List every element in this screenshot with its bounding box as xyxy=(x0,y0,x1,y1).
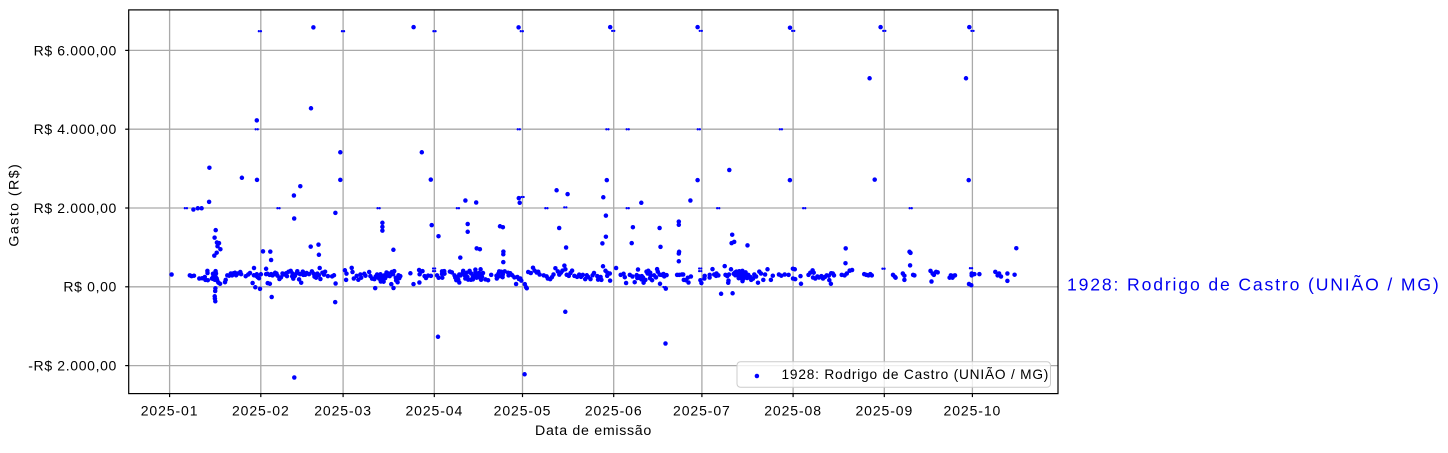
svg-text:2025-04: 2025-04 xyxy=(405,403,463,419)
svg-text:2025-09: 2025-09 xyxy=(855,403,913,419)
svg-text:1928: Rodrigo de Castro (UNIÃO: 1928: Rodrigo de Castro (UNIÃO / MG) xyxy=(782,367,1050,382)
svg-text:2025-05: 2025-05 xyxy=(494,403,552,419)
svg-text:2025-02: 2025-02 xyxy=(232,403,290,419)
svg-text:1928: Rodrigo de Castro (UNIÃO: 1928: Rodrigo de Castro (UNIÃO / MG) xyxy=(1067,274,1441,295)
svg-text:R$ 0,00: R$ 0,00 xyxy=(63,279,117,295)
svg-text:R$ 2.000,00: R$ 2.000,00 xyxy=(34,200,117,216)
svg-text:Data de emissão: Data de emissão xyxy=(535,423,652,439)
svg-text:2025-01: 2025-01 xyxy=(141,403,199,419)
svg-text:Gasto (R$): Gasto (R$) xyxy=(7,163,23,247)
svg-text:2025-06: 2025-06 xyxy=(585,403,643,419)
svg-text:2025-10: 2025-10 xyxy=(944,403,1002,419)
svg-text:R$ 6.000,00: R$ 6.000,00 xyxy=(34,42,117,58)
svg-text:2025-03: 2025-03 xyxy=(314,403,372,419)
svg-text:2025-07: 2025-07 xyxy=(673,403,731,419)
svg-text:2025-08: 2025-08 xyxy=(764,403,822,419)
svg-text:R$ 4.000,00: R$ 4.000,00 xyxy=(34,121,117,137)
svg-text:-R$ 2.000,00: -R$ 2.000,00 xyxy=(28,358,117,374)
